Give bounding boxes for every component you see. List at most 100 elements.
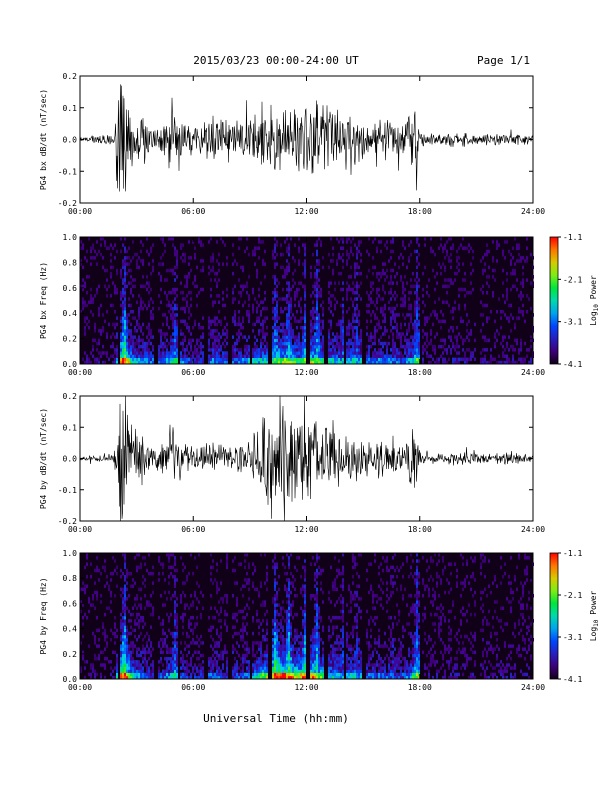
spectrogram-cell xyxy=(210,666,212,670)
spectrogram-cell xyxy=(136,606,138,610)
spectrogram-cell xyxy=(184,275,186,279)
spectrogram-cell xyxy=(242,622,244,626)
spectrogram-cell xyxy=(526,256,528,260)
spectrogram-cell xyxy=(90,310,92,314)
spectrogram-cell xyxy=(304,243,306,247)
spectrogram-cell xyxy=(266,657,268,661)
spectrogram-cell xyxy=(162,357,164,362)
spectrogram-cell xyxy=(126,587,128,592)
spectrogram-cell xyxy=(292,313,294,317)
spectrogram-cell xyxy=(188,360,190,365)
spectrogram-cell xyxy=(288,666,290,670)
y-tick-label: -0.1 xyxy=(58,167,77,176)
spectrogram-cell xyxy=(430,332,432,336)
spectrogram-cell xyxy=(340,571,342,576)
spectrogram-cell xyxy=(316,625,318,629)
spectrogram-cell xyxy=(124,628,126,633)
spectrogram-cell xyxy=(394,325,396,330)
spectrogram-cell xyxy=(94,249,96,254)
spectrogram-cell xyxy=(368,237,370,241)
spectrogram-cell xyxy=(382,262,384,266)
spectrogram-cell xyxy=(184,348,186,352)
spectrogram-cell xyxy=(310,638,312,642)
spectrogram-cell xyxy=(180,660,182,664)
spectrogram-cell xyxy=(220,672,222,677)
spectrogram-cell xyxy=(226,663,228,667)
spectrogram-cell xyxy=(414,303,416,308)
spectrogram-cell xyxy=(226,556,228,560)
spectrogram-cell xyxy=(126,660,128,664)
spectrogram-cell xyxy=(192,616,194,620)
spectrogram-cell xyxy=(122,332,124,336)
spectrogram-cell xyxy=(166,675,168,680)
spectrogram-cell xyxy=(124,341,126,346)
spectrogram-cell xyxy=(426,284,428,289)
spectrogram-cell xyxy=(340,641,342,645)
spectrogram-cell xyxy=(396,322,398,327)
spectrogram-cell xyxy=(378,348,380,352)
spectrogram-cell xyxy=(148,322,150,327)
spectrogram-cell xyxy=(376,357,378,362)
spectrogram-cell xyxy=(142,243,144,247)
spectrogram-cell xyxy=(130,571,132,576)
spectrogram-cell xyxy=(304,335,306,339)
spectrogram-cell xyxy=(256,354,258,358)
spectrogram-cell xyxy=(174,252,176,257)
spectrogram-cell xyxy=(432,322,434,327)
spectrogram-cell xyxy=(252,348,254,352)
spectrogram-cell xyxy=(284,351,286,355)
spectrogram-cell xyxy=(332,666,334,670)
spectrogram-cell xyxy=(278,316,280,320)
spectrogram-cell xyxy=(330,600,332,604)
spectrogram-cell xyxy=(92,344,94,349)
spectrogram-cell xyxy=(322,590,324,595)
spectrogram-cell xyxy=(214,344,216,349)
spectrogram-cell xyxy=(262,603,264,607)
spectrogram-cell xyxy=(390,249,392,254)
spectrogram-cell xyxy=(218,644,220,648)
spectrogram-cell xyxy=(180,291,182,295)
spectrogram-cell xyxy=(140,650,142,655)
spectrogram-cell xyxy=(314,341,316,346)
spectrogram-cell xyxy=(274,672,276,677)
spectrogram-cell xyxy=(174,562,176,566)
spectrogram-cell xyxy=(104,284,106,289)
spectrogram-cell xyxy=(374,335,376,339)
spectrogram-cell xyxy=(98,341,100,346)
spectrogram-cell xyxy=(416,294,418,298)
spectrogram-cell xyxy=(158,306,160,311)
spectrogram-cell xyxy=(360,338,362,343)
spectrogram-cell xyxy=(328,597,330,601)
spectrogram-cell xyxy=(298,281,300,285)
spectrogram-cell xyxy=(290,341,292,346)
spectrogram-cell xyxy=(196,634,198,639)
spectrogram-cell xyxy=(188,310,190,314)
spectrogram-cell xyxy=(316,616,318,620)
spectrogram-cell xyxy=(276,303,278,308)
spectrogram-cell xyxy=(276,300,278,304)
spectrogram-cell xyxy=(274,562,276,566)
spectrogram-cell xyxy=(176,351,178,355)
spectrogram-cell xyxy=(100,243,102,247)
spectrogram-cell xyxy=(184,594,186,598)
spectrogram-cell xyxy=(212,625,214,629)
spectrogram-cell xyxy=(128,354,130,358)
spectrogram-cell xyxy=(208,344,210,349)
spectrogram-cell xyxy=(176,622,178,626)
spectrogram-cell xyxy=(246,291,248,295)
spectrogram-cell xyxy=(274,571,276,576)
spectrogram-cell xyxy=(100,303,102,308)
spectrogram-cell xyxy=(234,351,236,355)
spectrogram-cell xyxy=(328,297,330,301)
spectrogram-cell xyxy=(144,351,146,355)
spectrogram-cell xyxy=(222,653,224,658)
spectrogram-cell xyxy=(296,310,298,314)
spectrogram-cell xyxy=(332,252,334,257)
spectrogram-cell xyxy=(314,641,316,645)
spectrogram-cell xyxy=(242,660,244,664)
spectrogram-cell xyxy=(148,650,150,655)
spectrogram-cell xyxy=(280,653,282,658)
spectrogram-cell xyxy=(390,348,392,352)
spectrogram-cell xyxy=(392,360,394,365)
spectrogram-cell xyxy=(130,259,132,263)
